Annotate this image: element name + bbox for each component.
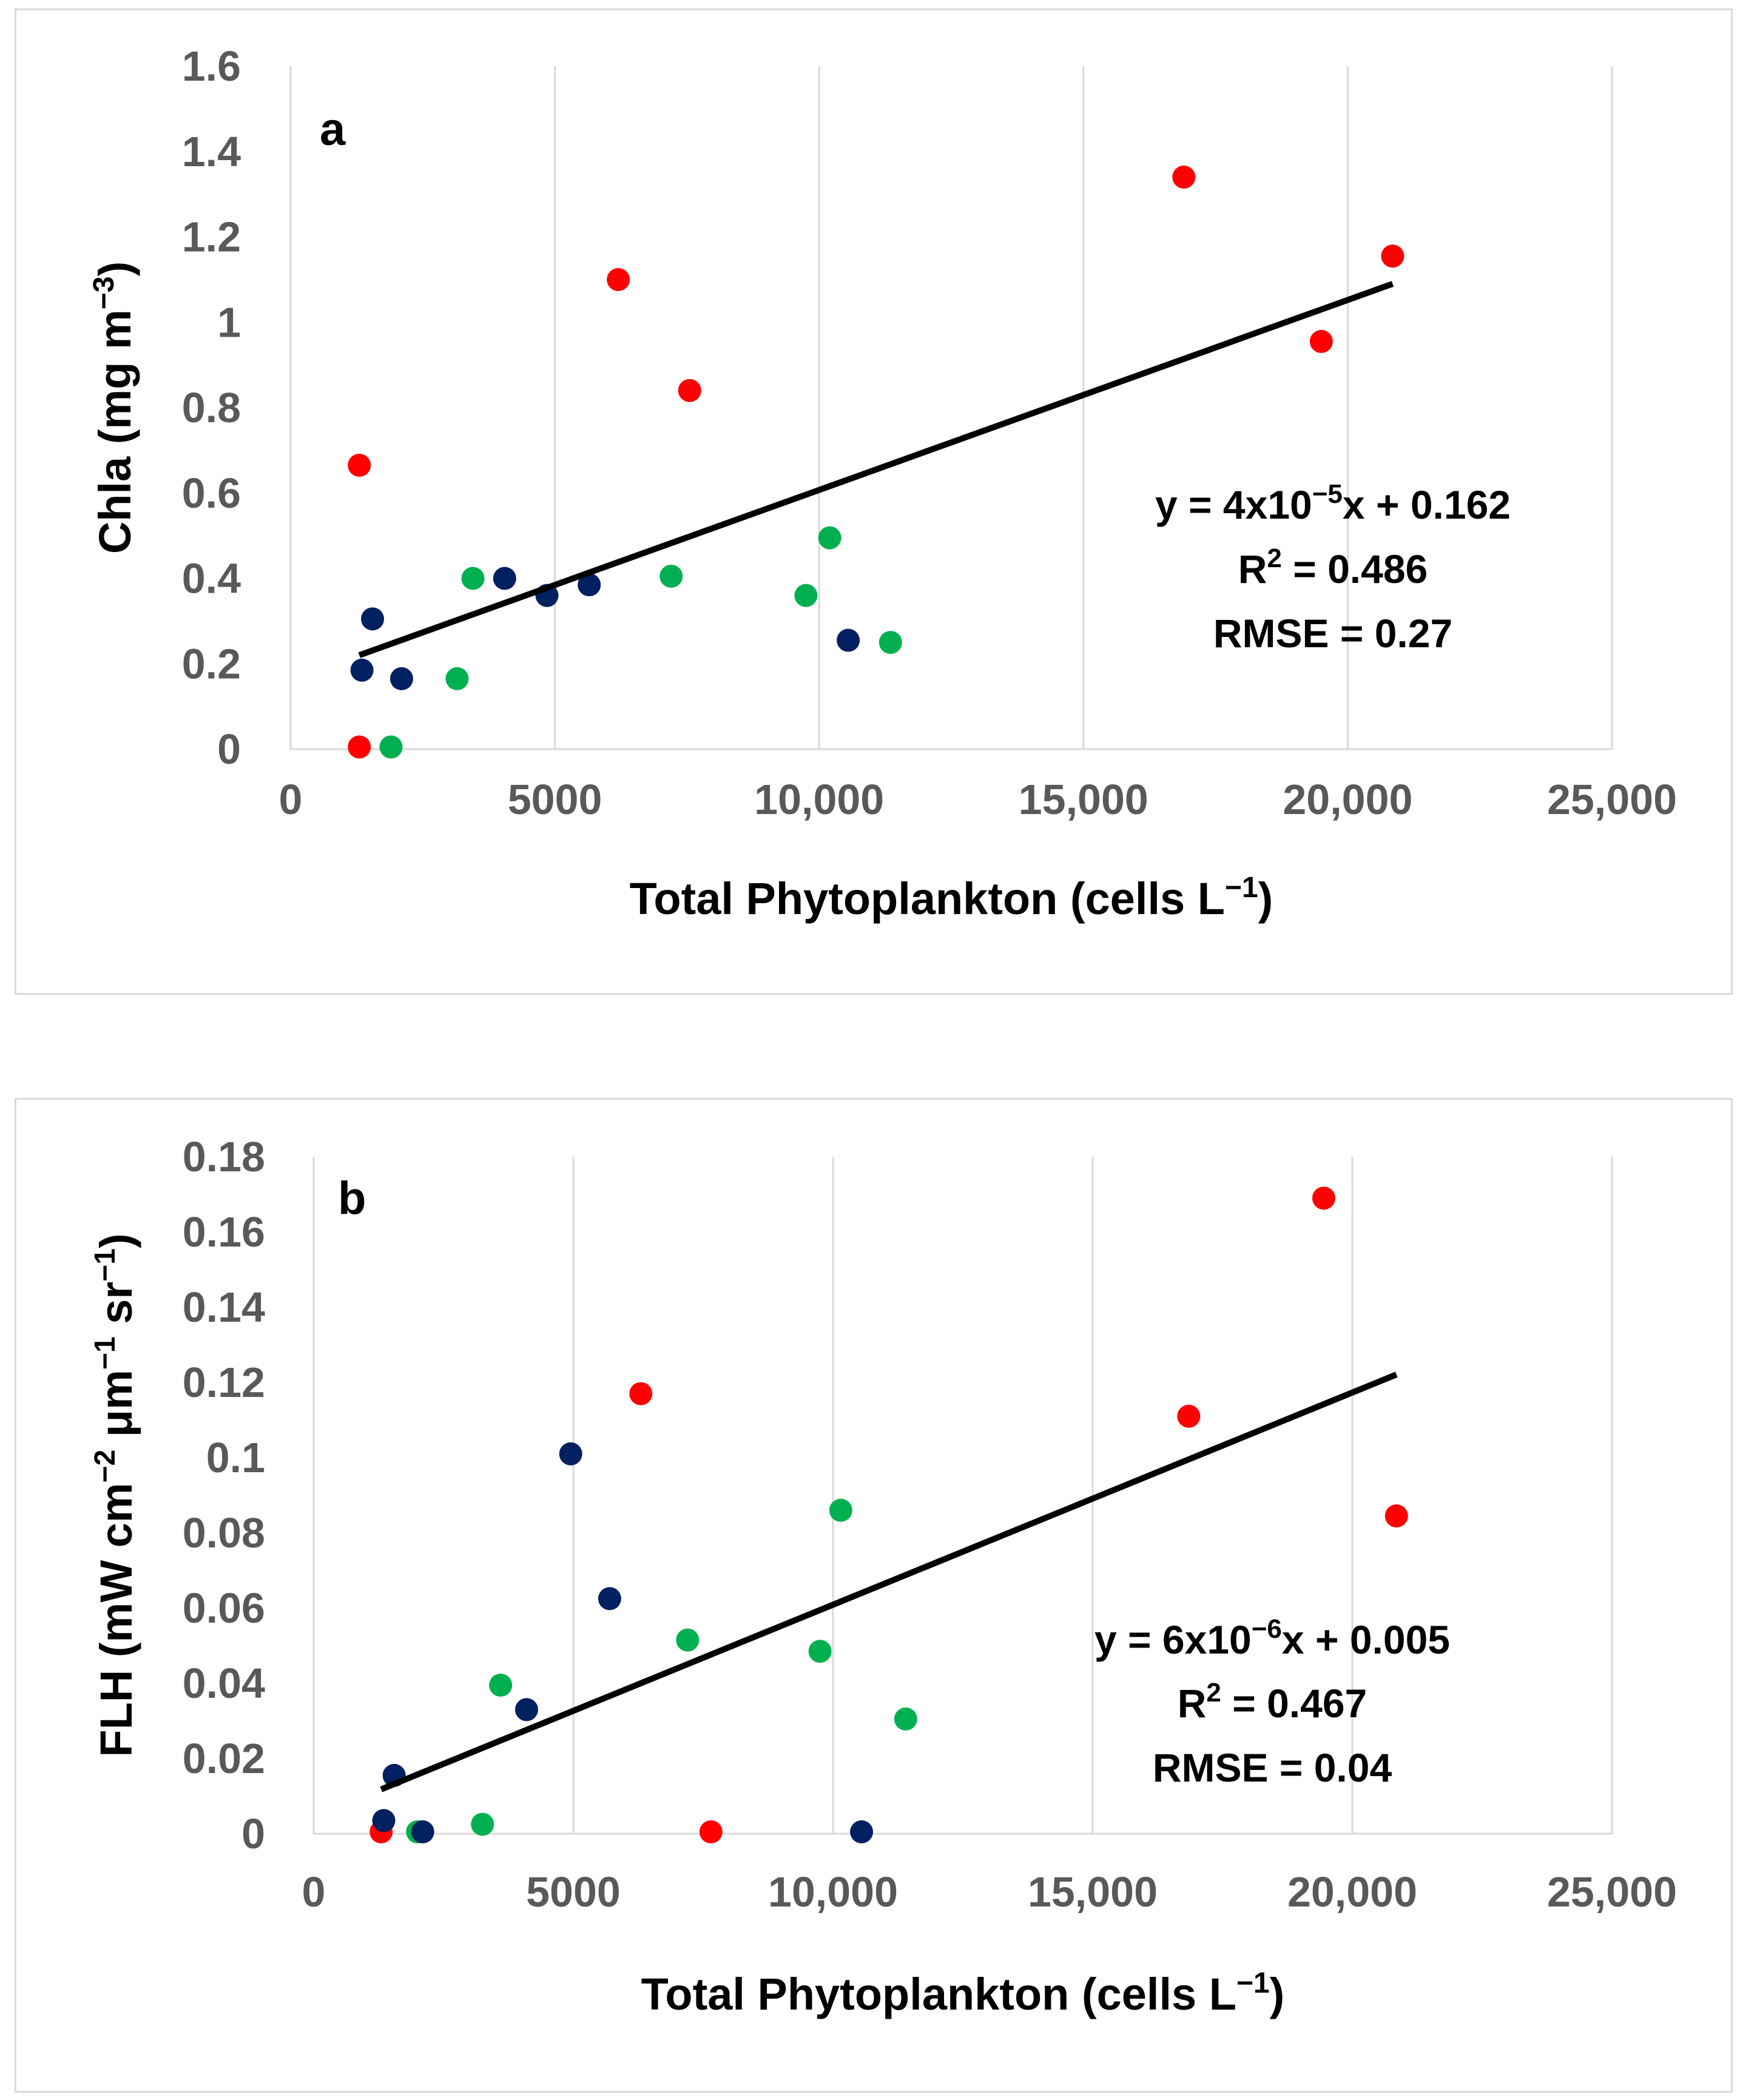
y-tick-label-b-0: 0	[241, 1810, 265, 1857]
point-b-green-4	[808, 1640, 832, 1663]
panel-label-b: b	[338, 1173, 366, 1224]
y-tick-label-b-8: 0.16	[183, 1208, 265, 1256]
point-a-green-0	[379, 735, 403, 759]
point-b-navy-2	[411, 1820, 434, 1843]
y-tick-label-a-8: 1.6	[182, 42, 241, 90]
x-tick-label-a-2: 10,000	[754, 776, 884, 823]
panel-label-a: a	[320, 104, 346, 155]
chart-a-svg: 0 5000 10,000 15,000 20,000 25,000 0 0.2 0.4 0.6 0…	[88, 42, 1677, 924]
y-tick-label-b-7: 0.14	[183, 1284, 265, 1331]
x-tick-label-a-0: 0	[279, 776, 303, 823]
point-a-green-6	[878, 631, 902, 655]
point-b-red-4	[1312, 1186, 1335, 1210]
y-axis-title-a: Chla (mg m−3)	[88, 261, 140, 554]
x-tick-label-b-4: 20,000	[1287, 1868, 1417, 1916]
point-a-navy-1	[361, 607, 385, 631]
chart-panel-a: 0 5000 10,000 15,000 20,000 25,000 0 0.2 0.4 0.6 0…	[15, 8, 1733, 995]
r-squared-a: R2 = 0.486	[1238, 544, 1428, 591]
point-a-green-3	[659, 564, 683, 588]
point-b-green-2	[489, 1674, 513, 1697]
point-a-green-1	[445, 667, 469, 690]
point-a-red-2	[607, 268, 630, 291]
chart-panel-b: 0 5000 10,000 15,000 20,000 25,000 0 0.02 0.04 0.…	[15, 1098, 1733, 2093]
rmse-b: RMSE = 0.04	[1153, 1745, 1392, 1790]
x-tick-label-a-1: 5000	[508, 776, 602, 823]
point-b-green-3	[676, 1628, 700, 1652]
point-a-red-4	[1172, 165, 1196, 189]
y-tick-label-b-4: 0.08	[183, 1509, 265, 1556]
point-b-navy-6	[850, 1820, 874, 1843]
x-tick-label-b-1: 5000	[526, 1868, 621, 1916]
point-b-red-2	[699, 1820, 723, 1843]
y-tick-label-b-2: 0.04	[183, 1660, 265, 1707]
point-b-green-6	[894, 1707, 917, 1731]
x-tick-label-b-0: 0	[302, 1868, 326, 1916]
y-axis-title-b: FLH (mW cm−2 μm−1 sr−1)	[89, 1233, 141, 1757]
x-axis-title-b: Total Phytoplankton (cells L−1)	[641, 1967, 1285, 2019]
point-a-red-1	[348, 735, 371, 759]
point-b-green-1	[471, 1812, 494, 1836]
x-tick-label-a-5: 25,000	[1547, 776, 1677, 823]
trendline-b	[380, 1371, 1398, 1792]
point-b-navy-4	[559, 1442, 582, 1466]
point-b-green-5	[829, 1498, 852, 1522]
x-tick-label-a-4: 20,000	[1283, 776, 1412, 823]
x-axis-title-a: Total Phytoplankton (cells L−1)	[630, 872, 1273, 924]
y-tick-label-a-6: 1.2	[182, 214, 241, 261]
point-b-navy-5	[598, 1587, 621, 1610]
y-tick-label-b-1: 0.02	[183, 1735, 265, 1782]
y-tick-label-a-4: 0.8	[182, 384, 241, 431]
point-b-red-3	[1177, 1404, 1201, 1428]
point-b-red-5	[1384, 1504, 1408, 1528]
x-tick-label-a-3: 15,000	[1019, 776, 1148, 823]
point-a-navy-5	[578, 573, 601, 597]
r-squared-b: R2 = 0.467	[1178, 1678, 1367, 1726]
equation-b: y = 6x10−6x + 0.005	[1094, 1614, 1450, 1662]
equation-a: y = 4x10−5x + 0.162	[1155, 479, 1511, 527]
y-tick-label-b-9: 0.18	[183, 1133, 265, 1180]
y-tick-label-a-1: 0.2	[182, 640, 241, 687]
point-b-navy-0	[372, 1809, 396, 1832]
point-a-red-0	[348, 454, 371, 477]
rmse-a: RMSE = 0.27	[1213, 611, 1452, 656]
y-tick-label-a-2: 0.4	[182, 555, 241, 602]
y-tick-label-a-0: 0	[217, 725, 241, 773]
y-tick-label-b-3: 0.06	[183, 1584, 265, 1632]
y-tick-label-a-3: 0.6	[182, 469, 241, 517]
x-tick-label-b-5: 25,000	[1547, 1868, 1677, 1916]
point-b-navy-3	[514, 1698, 538, 1721]
y-tick-label-a-7: 1.4	[182, 128, 241, 175]
x-tick-label-b-3: 15,000	[1028, 1868, 1158, 1916]
y-tick-label-b-6: 0.12	[183, 1359, 265, 1406]
x-tick-label-b-2: 10,000	[768, 1868, 898, 1916]
point-a-navy-3	[493, 567, 516, 590]
y-tick-label-a-5: 1	[217, 298, 241, 346]
point-b-red-1	[629, 1382, 653, 1405]
point-a-green-4	[794, 584, 818, 607]
point-a-green-5	[818, 526, 841, 550]
point-a-navy-6	[837, 628, 860, 652]
chart-b-svg: 0 5000 10,000 15,000 20,000 25,000 0 0.02 0.04 0.…	[89, 1133, 1677, 2019]
y-tick-label-b-5: 0.1	[206, 1434, 265, 1481]
point-a-navy-0	[350, 658, 374, 682]
point-a-red-3	[678, 379, 701, 402]
point-a-red-5	[1309, 329, 1333, 353]
point-a-red-6	[1381, 244, 1404, 268]
trendline-a	[358, 281, 1394, 658]
point-a-green-2	[461, 567, 485, 590]
point-a-navy-2	[389, 667, 413, 690]
